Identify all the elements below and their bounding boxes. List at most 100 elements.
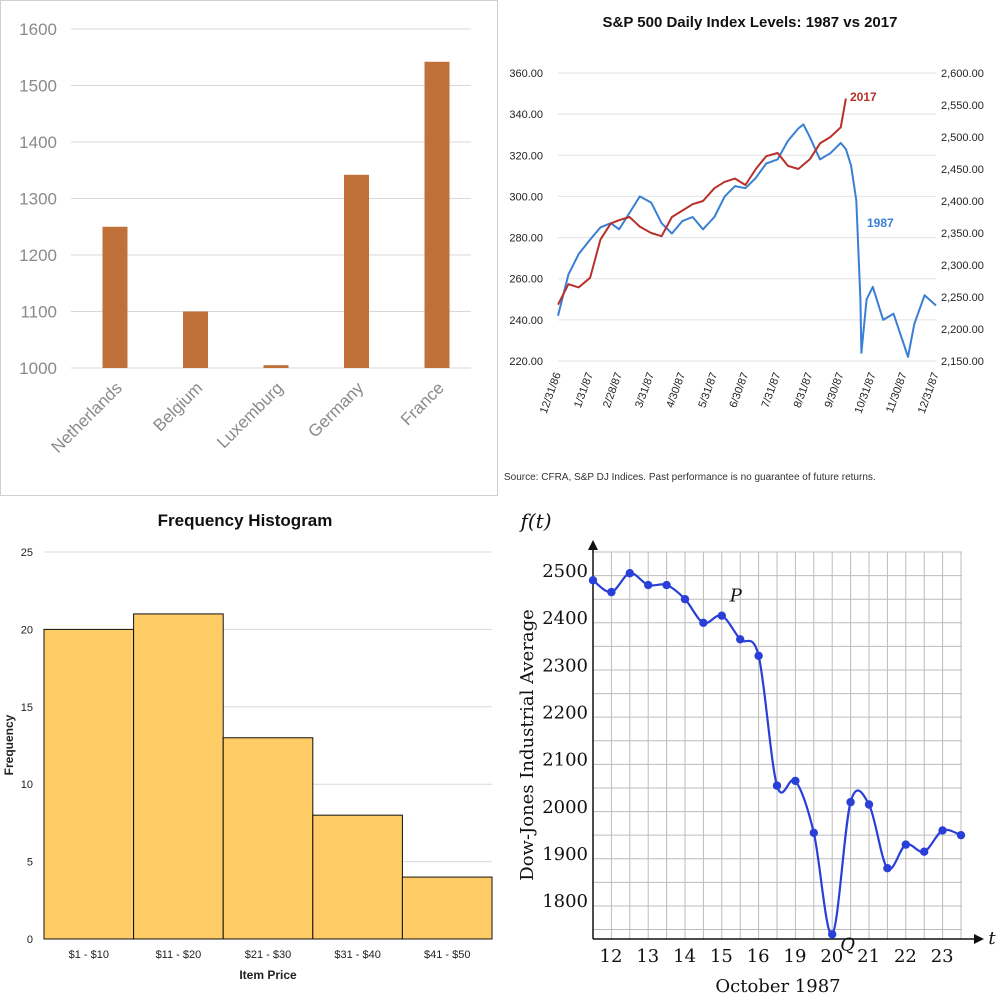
bar-luxemburg <box>263 365 289 368</box>
data-point <box>809 828 818 838</box>
histogram-bar <box>43 628 135 940</box>
right-y-tick-label: 2,300.00 <box>941 260 984 272</box>
x-tick-label: 7/31/87 <box>760 371 784 410</box>
y-axis-label: Frequency <box>2 714 16 775</box>
right-y-tick-label: 2,400.00 <box>941 196 984 208</box>
x-tick-label: 2/28/87 <box>601 371 625 410</box>
histogram-bar <box>312 814 403 940</box>
y-tick-label: 2300 <box>542 655 588 676</box>
bar-belgium <box>183 311 208 368</box>
y-axis-top-label: f(t) <box>518 509 551 533</box>
y-tick-label: 1300 <box>19 190 57 209</box>
data-point <box>791 776 800 786</box>
data-point <box>588 576 598 585</box>
y-tick-label: 1600 <box>19 20 57 39</box>
data-point <box>736 635 745 644</box>
x-tick-label: 1/31/87 <box>572 371 596 410</box>
y-tick-label: 1200 <box>19 246 57 265</box>
data-point <box>644 580 653 590</box>
x-tick-label: Belgium <box>149 378 206 435</box>
data-point <box>846 797 855 807</box>
series-line-2017 <box>557 98 847 306</box>
chart-panel-dow-jones: 1800 1900 2000 2100 2200 2300 2400 2500 12 13 14 15… <box>500 500 1000 1000</box>
sp500-line-chart: S&P 500 Daily Index Levels: 1987 vs 2017… <box>504 14 984 483</box>
y-tick-label: 2000 <box>542 797 588 818</box>
x-tick-label: 12/31/86 <box>538 371 564 415</box>
data-point <box>901 840 910 849</box>
data-point <box>956 830 966 840</box>
chart-title: Frequency Histogram <box>158 511 333 530</box>
y-tick-label: 1100 <box>20 303 57 322</box>
x-tick-label: 22 <box>894 946 917 967</box>
x-tick-label: Luxemburg <box>213 378 287 452</box>
data-point <box>680 594 690 604</box>
left-y-tick-label: 340.00 <box>509 109 543 121</box>
histogram-bar <box>133 613 224 940</box>
data-point <box>772 781 782 790</box>
data-point <box>625 569 634 578</box>
x-tick-label: 13 <box>636 946 659 967</box>
data-point <box>883 864 892 873</box>
y-axis-arrow <box>588 540 598 550</box>
x-tick-label: 21 <box>857 946 880 967</box>
point-label-p: P <box>729 586 743 607</box>
chart-panel-histogram: Frequency Histogram 0 5 10 15 20 25 $1 - $10 $11… <box>0 500 500 1000</box>
data-point <box>607 587 616 597</box>
left-y-tick-label: 260.00 <box>509 274 543 286</box>
right-y-tick-label: 2,200.00 <box>941 324 984 336</box>
x-tick-label: 11/30/87 <box>884 371 910 415</box>
histogram-bar <box>222 737 314 940</box>
y-tick-label: 10 <box>21 779 33 791</box>
left-y-tick-label: 280.00 <box>509 233 543 245</box>
bar-netherlands <box>102 226 128 368</box>
x-tick-label: 3/31/87 <box>633 371 657 410</box>
right-y-tick-label: 2,350.00 <box>941 228 984 240</box>
bar-france <box>424 61 450 369</box>
x-tick-label: 16 <box>747 946 770 967</box>
bar-germany <box>344 174 369 368</box>
x-tick-label: 23 <box>931 946 954 967</box>
dow-jones-line <box>592 572 962 936</box>
x-tick-label: France <box>397 378 448 429</box>
x-tick-label: $21 - $30 <box>245 949 291 961</box>
chart-panel-country-bars: 1000 1100 1200 1300 1400 1500 1600 Netherlands B… <box>0 0 498 496</box>
point-label-q: Q <box>840 934 855 955</box>
y-tick-label: 1400 <box>19 133 57 152</box>
x-tick-label: 12 <box>600 946 623 967</box>
y-tick-label: 1800 <box>542 891 588 912</box>
series-label-1987: 1987 <box>867 216 894 230</box>
x-tick-label: 14 <box>673 946 696 967</box>
x-tick-label: $1 - $10 <box>69 949 109 961</box>
right-y-tick-label: 2,250.00 <box>941 292 984 304</box>
x-tick-label: 10/31/87 <box>853 371 879 415</box>
x-tick-label: 19 <box>784 946 807 967</box>
right-y-tick-label: 2,500.00 <box>941 132 984 144</box>
right-y-tick-label: 2,550.00 <box>941 100 984 112</box>
chart-title: S&P 500 Daily Index Levels: 1987 vs 2017 <box>603 14 898 31</box>
x-tick-label: Germany <box>304 378 367 441</box>
right-y-tick-label: 2,600.00 <box>941 68 984 80</box>
x-tick-label: 5/31/87 <box>696 371 720 410</box>
x-tick-label: 15 <box>710 946 733 967</box>
y-tick-label: 2200 <box>542 702 588 723</box>
x-tick-label: 6/30/87 <box>727 371 751 410</box>
series-line-1987 <box>557 123 937 358</box>
chart-panel-sp500: S&P 500 Daily Index Levels: 1987 vs 2017… <box>500 0 1000 500</box>
x-tick-label: Netherlands <box>48 378 126 456</box>
y-tick-label: 2500 <box>542 561 588 582</box>
y-tick-label: 25 <box>21 547 33 559</box>
x-tick-label: $41 - $50 <box>424 949 470 961</box>
y-tick-label: 20 <box>21 624 33 636</box>
left-y-tick-label: 320.00 <box>509 150 543 162</box>
y-tick-label: 15 <box>21 702 33 714</box>
x-axis-arrow <box>974 934 984 944</box>
data-point <box>662 580 671 590</box>
left-y-tick-label: 240.00 <box>509 315 543 327</box>
x-tick-label: 20 <box>820 946 843 967</box>
data-point <box>828 930 837 939</box>
x-tick-label: $11 - $20 <box>156 949 202 961</box>
x-tick-label: 9/30/87 <box>823 371 847 410</box>
x-tick-label: 4/30/87 <box>664 371 688 410</box>
y-tick-label: 1500 <box>19 77 57 96</box>
data-point <box>920 847 929 856</box>
